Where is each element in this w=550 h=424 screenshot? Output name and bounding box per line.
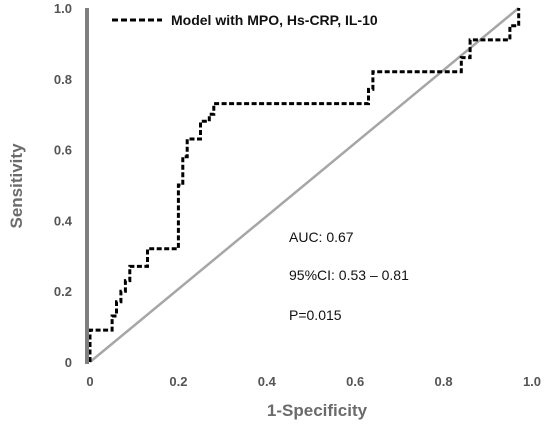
legend-label: Model with MPO, Hs-CRP, IL-10 <box>171 12 378 28</box>
auc-annotation: AUC: 0.67 <box>289 229 354 245</box>
y-tick-label: 1.0 <box>54 1 72 16</box>
x-tick-label: 0.8 <box>435 374 453 389</box>
roc-curve-line <box>88 8 521 362</box>
reference-diagonal-line <box>89 7 520 363</box>
x-tick-label: 0.4 <box>258 374 277 389</box>
y-tick-label: 0 <box>65 355 72 370</box>
y-axis-ticks: 0 0.2 0.4 0.6 0.8 1.0 <box>54 1 73 370</box>
x-tick-label: 0.6 <box>346 374 364 389</box>
y-tick-label: 0.6 <box>54 143 72 158</box>
y-tick-label: 0.4 <box>54 213 73 228</box>
series-layer <box>88 7 521 363</box>
x-axis-title: 1-Specificity <box>267 401 368 420</box>
x-axis-ticks: 0 0.2 0.4 0.6 0.8 1.0 <box>86 374 541 389</box>
x-tick-label: 0 <box>86 374 93 389</box>
x-tick-label: 1.0 <box>523 374 541 389</box>
annotations: AUC: 0.67 95%CI: 0.53 – 0.81 P=0.015 <box>289 229 409 323</box>
x-tick-label: 0.2 <box>169 374 187 389</box>
ci-annotation: 95%CI: 0.53 – 0.81 <box>289 267 409 283</box>
y-axis-title: Sensitivity <box>7 143 26 229</box>
p-value-annotation: P=0.015 <box>289 307 342 323</box>
y-tick-label: 0.8 <box>54 72 72 87</box>
y-tick-label: 0.2 <box>54 284 72 299</box>
legend: Model with MPO, Hs-CRP, IL-10 <box>112 12 378 28</box>
